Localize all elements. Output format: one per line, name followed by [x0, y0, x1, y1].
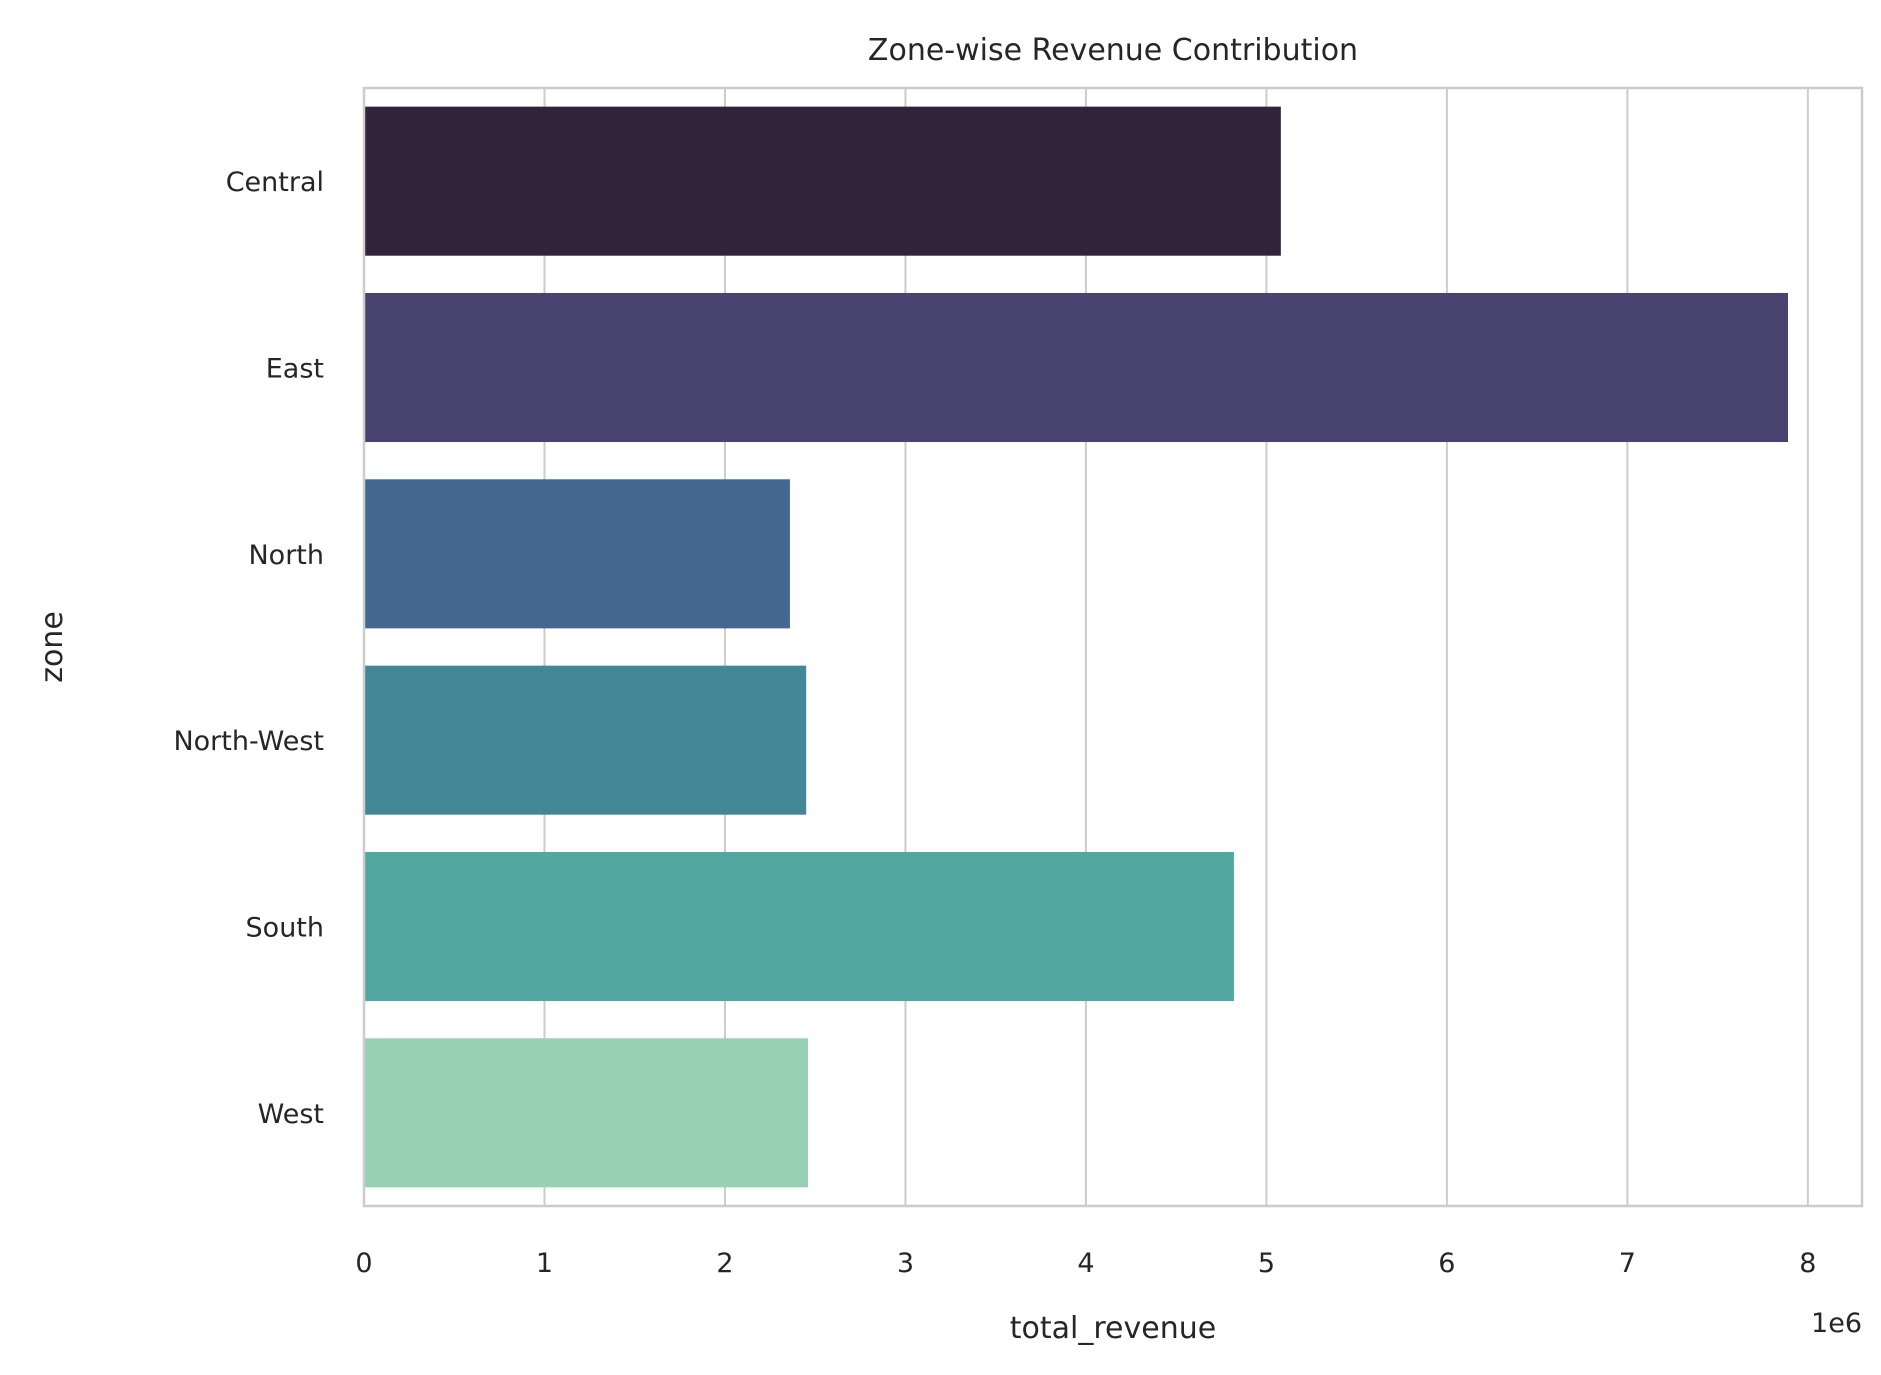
y-tick-label: South [246, 913, 324, 944]
bar-west [364, 1038, 808, 1188]
y-tick-labels: Central East North North-West South West [173, 167, 324, 1130]
x-tick-label: 6 [1438, 1248, 1455, 1279]
chart-title: Zone-wise Revenue Contribution [868, 33, 1358, 68]
x-tick-label: 5 [1258, 1248, 1275, 1279]
x-axis-offset-text: 1e6 [1811, 1308, 1862, 1339]
bars [364, 106, 1789, 1188]
bar-east [364, 292, 1789, 443]
y-tick-label: West [258, 1099, 324, 1130]
bar-south [364, 851, 1234, 1002]
y-tick-label: East [266, 354, 324, 385]
x-tick-label: 3 [897, 1248, 914, 1279]
bar-central [364, 106, 1281, 256]
bar-north-west [364, 665, 807, 815]
x-tick-label: 2 [716, 1248, 733, 1279]
x-axis-label: total_revenue [1010, 1311, 1216, 1346]
y-tick-label: North-West [173, 726, 324, 757]
x-tick-labels: 0 1 2 3 4 5 6 7 8 [355, 1248, 1816, 1279]
x-tick-label: 7 [1619, 1248, 1636, 1279]
y-axis-label: zone [35, 611, 70, 683]
plot-frame [362, 86, 1864, 1208]
bar-north [364, 479, 790, 629]
x-tick-label: 1 [536, 1248, 553, 1279]
x-tick-label: 0 [355, 1248, 372, 1279]
y-tick-label: North [248, 540, 324, 571]
x-tick-label: 8 [1799, 1248, 1816, 1279]
gridlines [543, 88, 1809, 1206]
y-tick-label: Central [226, 167, 324, 198]
x-tick-label: 4 [1077, 1248, 1094, 1279]
